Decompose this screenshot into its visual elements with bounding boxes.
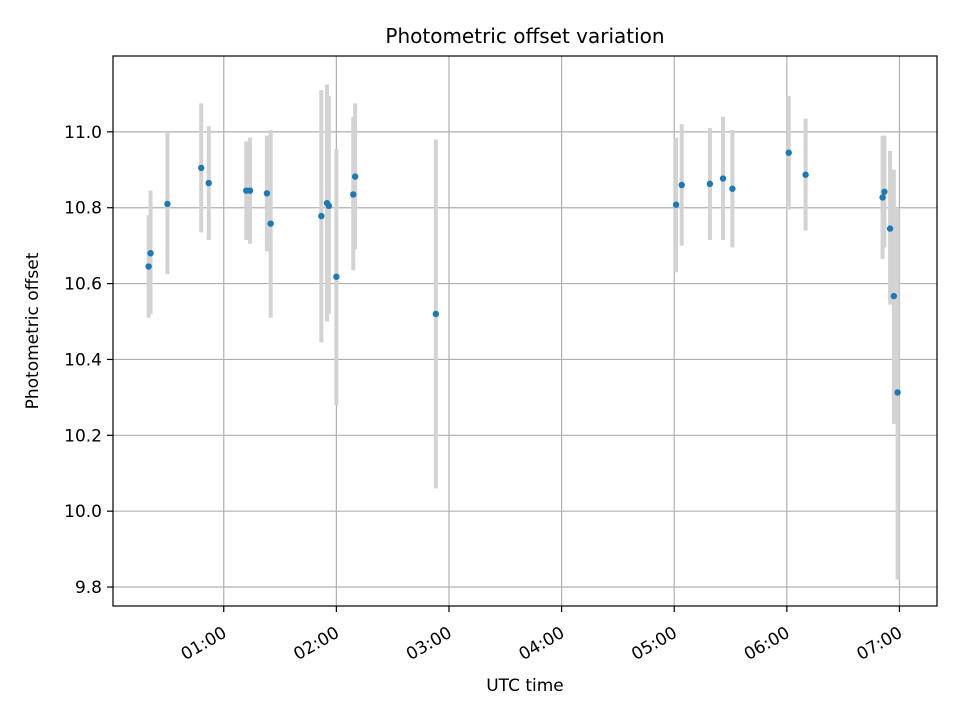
data-points	[145, 149, 901, 396]
data-point	[881, 188, 888, 195]
data-point	[318, 212, 325, 220]
y-tick-label: 9.8	[75, 578, 102, 598]
data-point	[267, 220, 274, 227]
data-point	[263, 190, 271, 197]
data-point	[205, 179, 212, 187]
data-point	[729, 185, 736, 192]
data-point	[672, 201, 680, 208]
data-point	[145, 263, 152, 270]
y-tick-label: 10.0	[64, 502, 102, 522]
data-point	[246, 187, 254, 194]
y-tick-label: 10.2	[64, 426, 102, 446]
data-point	[785, 149, 792, 156]
data-point	[802, 171, 809, 178]
data-point	[886, 225, 894, 232]
y-tick-label: 10.4	[64, 350, 102, 370]
grid-lines	[113, 56, 937, 606]
data-point	[879, 194, 886, 201]
data-point	[164, 200, 171, 208]
data-point	[147, 250, 154, 257]
data-point	[333, 273, 340, 280]
y-axis-label: Photometric offset	[23, 252, 43, 409]
plot-frame	[112, 55, 938, 607]
data-point	[432, 310, 440, 318]
data-point	[719, 175, 727, 182]
x-axis-label: UTC time	[486, 676, 564, 696]
data-point	[890, 292, 898, 300]
chart-title: Photometric offset variation	[385, 24, 664, 48]
data-point	[351, 173, 359, 180]
data-point	[350, 191, 357, 198]
data-point	[894, 389, 901, 396]
y-tick-label: 10.8	[64, 199, 102, 219]
y-axis-ticks: 9.8 10.0 10.2 10.4 10.6 10.8 11.0	[64, 123, 113, 598]
y-tick-label: 11.0	[64, 123, 102, 143]
data-point	[678, 181, 685, 189]
data-point	[706, 180, 714, 188]
y-tick-label: 10.6	[64, 275, 102, 295]
data-point	[198, 164, 205, 172]
data-point	[325, 202, 333, 210]
